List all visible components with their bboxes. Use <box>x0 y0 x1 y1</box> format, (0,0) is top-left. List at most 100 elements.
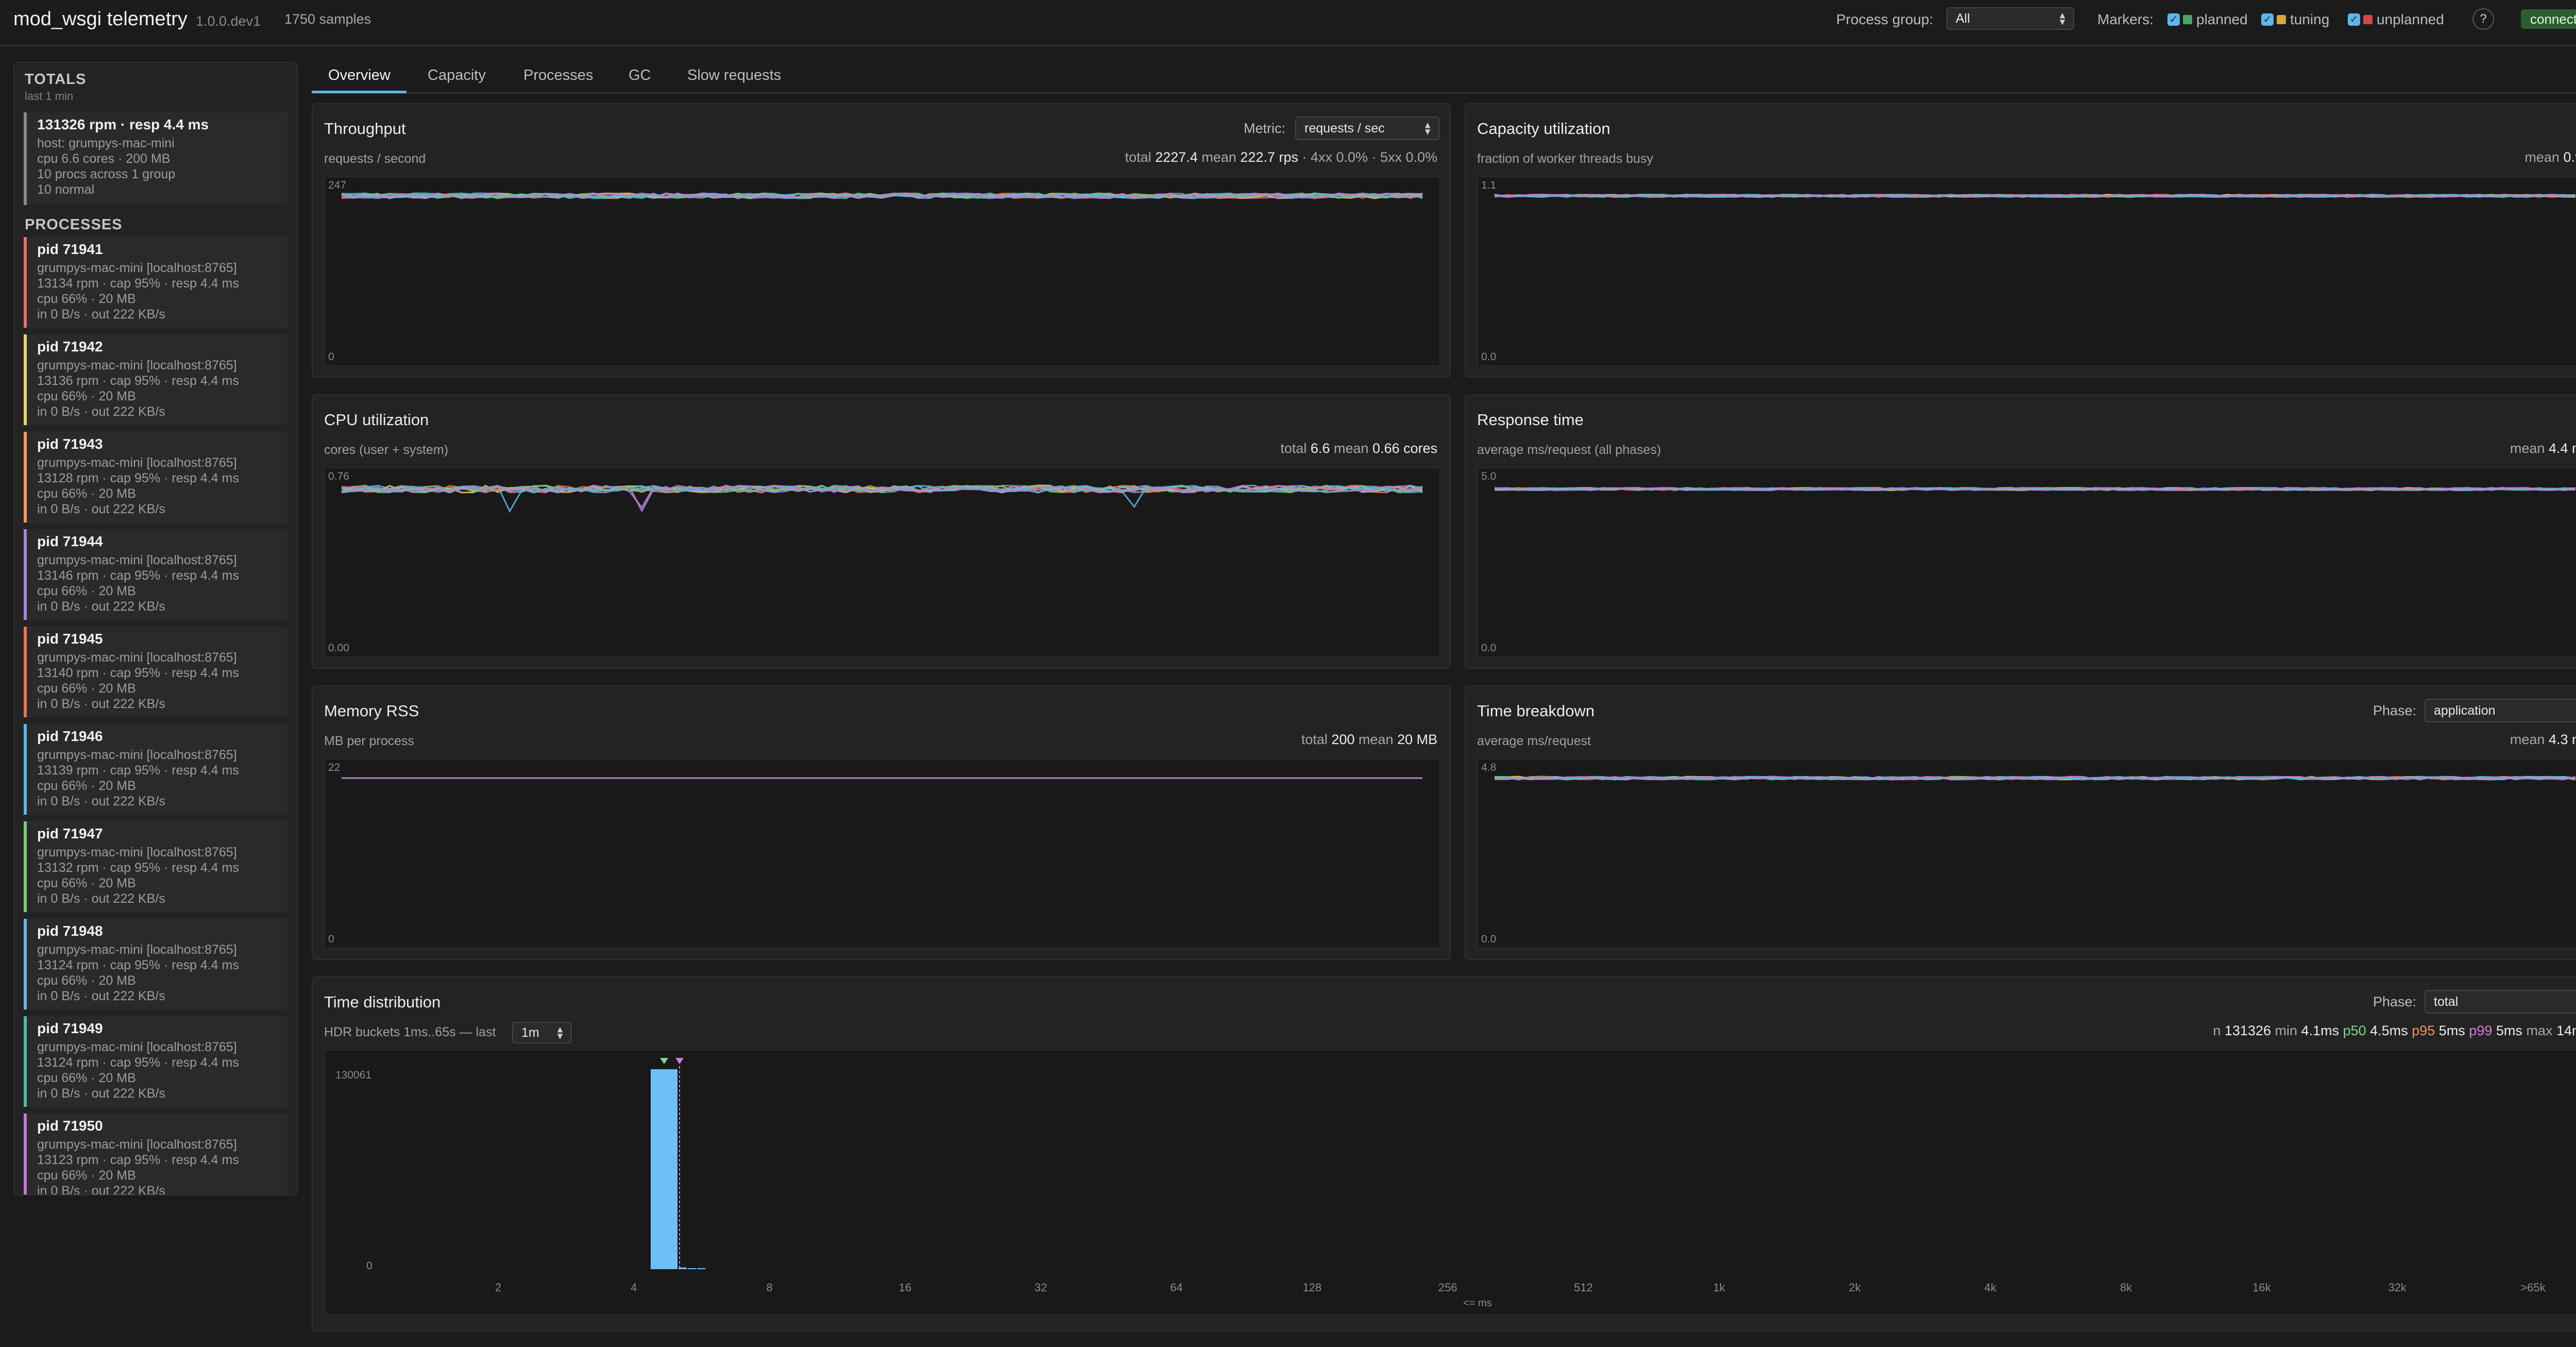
y-min-label: 0.0 <box>1481 933 1497 945</box>
tab-slow-requests[interactable]: Slow requests <box>687 67 782 83</box>
process-host: grumpys-mac-mini [localhost:8765] <box>37 1137 237 1152</box>
process-card[interactable]: pid 71941 grumpys-mac-mini [localhost:876… <box>24 237 287 328</box>
process-host: grumpys-mac-mini [localhost:8765] <box>37 261 237 275</box>
memory-stats: total 200 mean 20 MB <box>1301 732 1437 747</box>
process-pid: pid 71942 <box>37 339 103 355</box>
process-cpu: cpu 66% · 20 MB <box>37 584 136 598</box>
process-stats: 13128 rpm · cap 95% · resp 4.4 ms <box>37 471 239 485</box>
tab-capacity[interactable]: Capacity <box>428 67 486 83</box>
process-pid: pid 71948 <box>37 923 103 939</box>
process-io: in 0 B/s · out 222 KB/s <box>37 891 165 906</box>
series-line <box>341 484 1423 494</box>
process-card[interactable]: pid 71949 grumpys-mac-mini [localhost:876… <box>24 1016 287 1107</box>
breakdown-phase-value: application <box>2434 703 2496 718</box>
histogram-bar <box>688 1268 696 1269</box>
process-card[interactable]: pid 71943 grumpys-mac-mini [localhost:876… <box>24 432 287 523</box>
marker-swatch-unplanned <box>2363 15 2372 24</box>
window-value: 1m <box>521 1025 539 1040</box>
process-group-label: Process group: <box>1836 11 1934 27</box>
memory-plot[interactable]: 22 0 <box>324 759 1440 949</box>
process-cpu: cpu 66% · 20 MB <box>37 876 136 890</box>
x-tick-label: 16k <box>2252 1281 2271 1294</box>
app-version: 1.0.0.dev1 <box>196 13 261 29</box>
distribution-phase-select[interactable]: total ▲▼ <box>2425 990 2576 1014</box>
process-card[interactable]: pid 71944 grumpys-mac-mini [localhost:876… <box>24 529 287 620</box>
tab-overview[interactable]: Overview <box>328 67 391 83</box>
app-title: mod_wsgi telemetry <box>13 8 188 30</box>
x-tick-label: 8k <box>2120 1281 2132 1294</box>
process-host: grumpys-mac-mini [localhost:8765] <box>37 553 237 567</box>
process-stats: 13140 rpm · cap 95% · resp 4.4 ms <box>37 666 239 680</box>
process-card[interactable]: pid 71950 grumpys-mac-mini [localhost:876… <box>24 1114 287 1194</box>
process-card[interactable]: pid 71946 grumpys-mac-mini [localhost:876… <box>24 724 287 815</box>
series-line <box>341 484 1423 509</box>
breakdown-lines <box>1494 776 2576 781</box>
connection-status-badge: connected <box>2521 9 2576 29</box>
distribution-title: Time distribution <box>324 993 441 1011</box>
memory-lines <box>342 777 1422 779</box>
breakdown-plot[interactable]: 4.8 0.0 <box>1477 759 2576 949</box>
process-cpu: cpu 66% · 20 MB <box>37 292 136 306</box>
time-breakdown-panel: Time breakdown Phase: application ▲▼ ave… <box>1465 685 2576 960</box>
memory-panel: Memory RSS MB per process total 200 mean… <box>312 685 1451 960</box>
y-max-label: 5.0 <box>1481 470 1497 482</box>
capacity-stats: mean 0.95 <box>2524 149 2576 165</box>
cpu-title: CPU utilization <box>324 411 429 429</box>
x-tick-label: 256 <box>1438 1281 1458 1294</box>
x-tick-label: 32 <box>1034 1281 1047 1294</box>
process-pid: pid 71950 <box>37 1118 103 1134</box>
series-line <box>1494 776 2576 781</box>
process-cpu: cpu 66% · 20 MB <box>37 1168 136 1183</box>
help-button[interactable]: ? <box>2472 8 2494 30</box>
process-cpu: cpu 66% · 20 MB <box>37 1071 136 1085</box>
process-card[interactable]: pid 71948 grumpys-mac-mini [localhost:876… <box>24 919 287 1009</box>
distribution-stats: n 131326 min 4.1ms p50 4.5ms p95 5ms p99… <box>2213 1023 2576 1038</box>
marker-toggle-planned[interactable]: ✓ planned <box>2167 11 2248 28</box>
x-tick-label: 2 <box>495 1281 502 1294</box>
cpu-subtitle: cores (user + system) <box>324 443 449 457</box>
top-bar: mod_wsgi telemetry 1.0.0.dev1 1750 sampl… <box>0 0 2576 46</box>
totals-cpu: cpu 6.6 cores · 200 MB <box>37 151 171 166</box>
response-plot[interactable]: 5.0 0.0 <box>1477 467 2576 658</box>
throughput-lines <box>341 192 1423 199</box>
tab-processes[interactable]: Processes <box>523 67 594 83</box>
throughput-plot[interactable]: 247 0 <box>324 176 1440 366</box>
capacity-subtitle: fraction of worker threads busy <box>1477 151 1653 166</box>
breakdown-phase-select[interactable]: application ▲▼ <box>2425 699 2576 722</box>
y-max-label: 22 <box>328 762 341 773</box>
process-pid: pid 71945 <box>37 631 103 647</box>
cpu-plot[interactable]: 0.76 0.00 <box>324 467 1440 658</box>
process-stats: 13146 rpm · cap 95% · resp 4.4 ms <box>37 568 239 583</box>
process-io: in 0 B/s · out 222 KB/s <box>37 307 165 322</box>
process-card[interactable]: pid 71947 grumpys-mac-mini [localhost:876… <box>24 821 287 912</box>
histogram-bar <box>679 1267 687 1269</box>
window-select[interactable]: 1m ▲ ▼ <box>512 1022 572 1043</box>
process-host: grumpys-mac-mini [localhost:8765] <box>37 650 237 665</box>
distribution-plot[interactable]: 130061 0 <box>324 1050 2576 1315</box>
capacity-plot[interactable]: 1.1 0.0 <box>1477 176 2576 366</box>
process-card[interactable]: pid 71945 grumpys-mac-mini [localhost:876… <box>24 627 287 717</box>
response-time-panel: Response time average ms/request (all ph… <box>1465 394 2576 669</box>
tab-gc[interactable]: GC <box>629 67 651 83</box>
distribution-phase-value: total <box>2434 994 2459 1009</box>
x-tick-label: 64 <box>1170 1281 1183 1294</box>
throughput-title: Throughput <box>324 120 406 138</box>
checkbox-checked-icon: ✓ <box>2167 13 2180 26</box>
response-stats: mean 4.4 ms <box>2510 441 2576 456</box>
capacity-title: Capacity utilization <box>1477 120 1611 138</box>
marker-toggle-tuning[interactable]: ✓ tuning <box>2261 11 2329 28</box>
y-min-label: 0.00 <box>328 642 349 654</box>
breakdown-title: Time breakdown <box>1477 702 1595 720</box>
process-group-select[interactable]: All ▲ ▼ <box>1946 7 2074 30</box>
cpu-stats: total 6.6 mean 0.66 cores <box>1280 441 1437 456</box>
process-card[interactable]: pid 71942 grumpys-mac-mini [localhost:876… <box>24 334 287 425</box>
marker-toggle-unplanned[interactable]: ✓ unplanned <box>2348 11 2444 28</box>
process-io: in 0 B/s · out 222 KB/s <box>37 405 165 419</box>
checkbox-checked-icon: ✓ <box>2348 13 2360 26</box>
throughput-stats: total 2227.4 mean 222.7 rps · 4xx 0.0% ·… <box>1125 149 1437 165</box>
series-line <box>341 192 1423 199</box>
metric-select[interactable]: requests / sec ▲ ▼ <box>1295 116 1439 140</box>
metric-value: requests / sec <box>1304 121 1385 136</box>
marker-label-planned: planned <box>2196 11 2248 27</box>
sidebar: TOTALS last 1 min 131326 rpm · resp 4.4 … <box>13 62 298 1196</box>
